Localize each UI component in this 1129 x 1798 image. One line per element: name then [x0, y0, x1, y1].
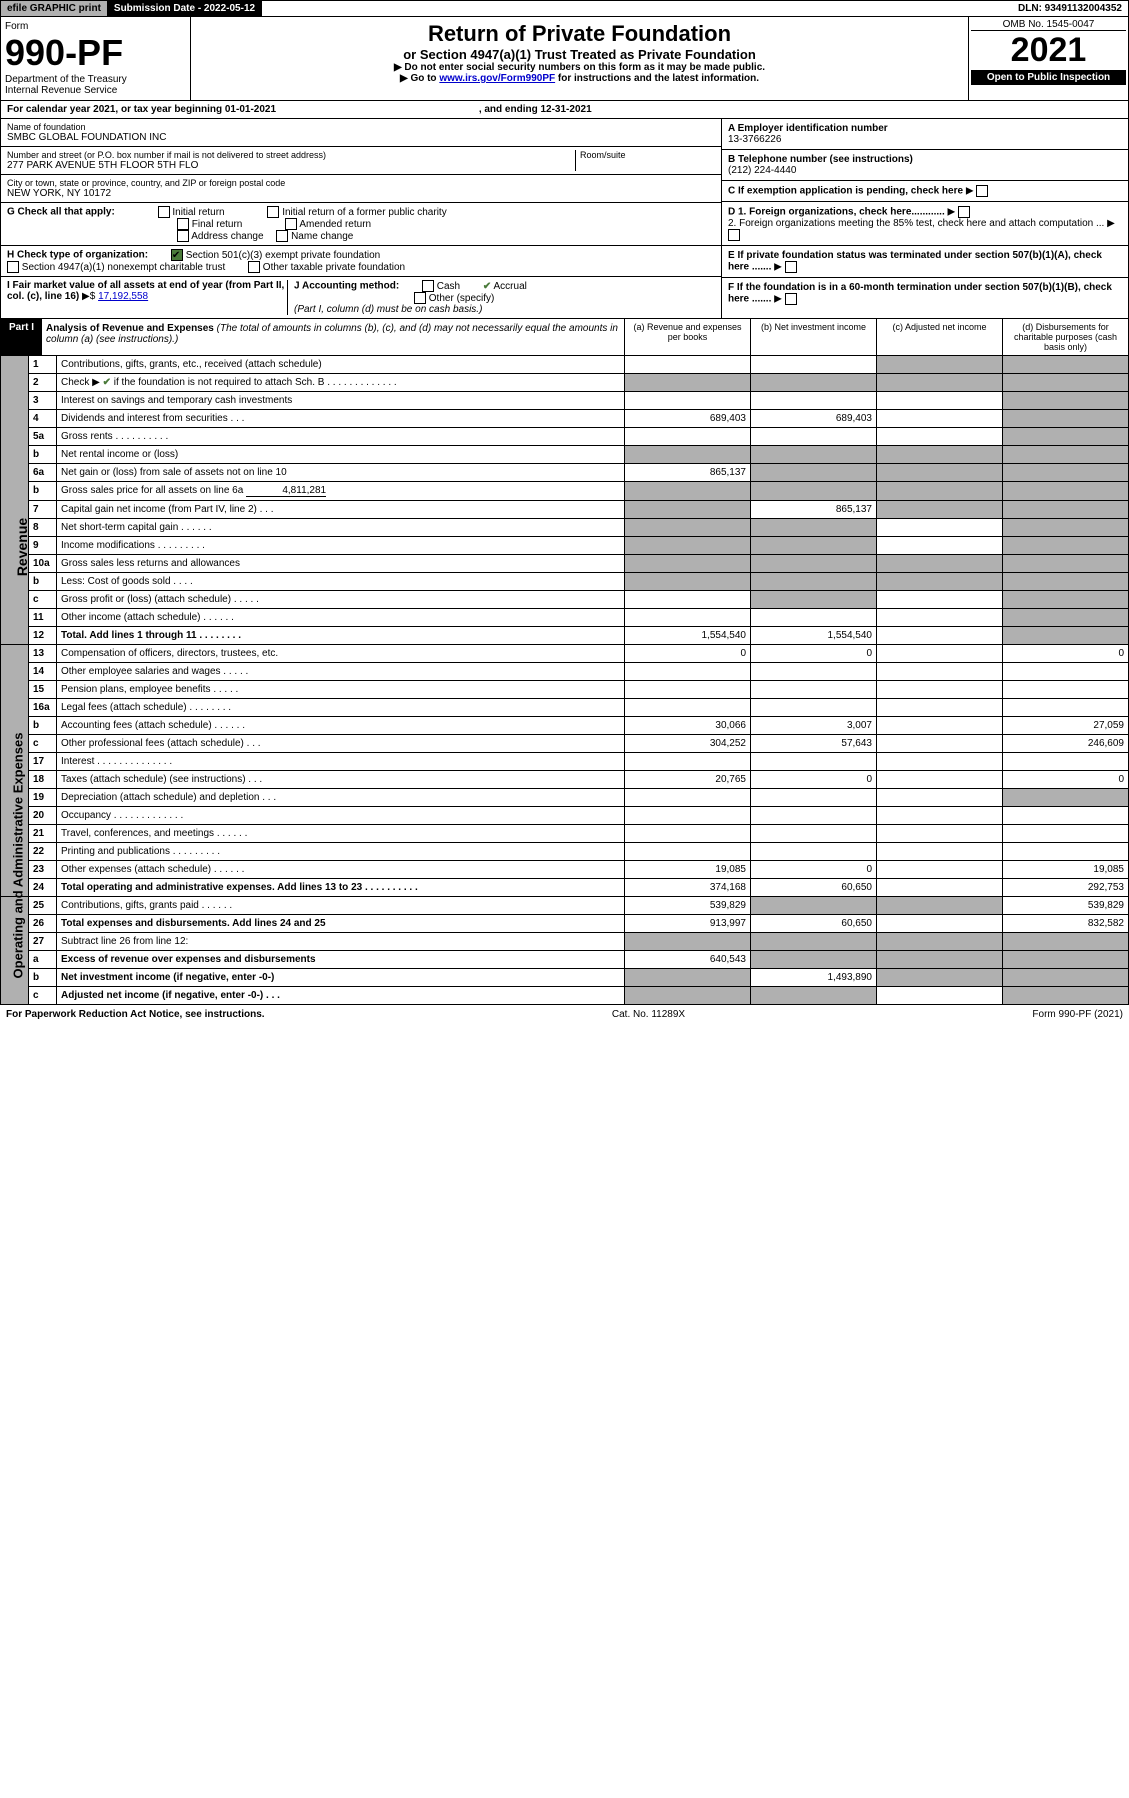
footer-right: Form 990-PF (2021) [1032, 1009, 1123, 1020]
other-taxable-checkbox[interactable] [248, 261, 260, 273]
schb-check-icon: ✔ [103, 377, 111, 388]
501c3-checkbox[interactable]: ✔ [171, 249, 183, 261]
calendar-year-row: For calendar year 2021, or tax year begi… [0, 101, 1129, 119]
ein-label: A Employer identification number [728, 123, 1122, 134]
status-terminated-checkbox[interactable] [785, 261, 797, 273]
part1-header-row: Part I Analysis of Revenue and Expenses … [0, 319, 1129, 356]
addr-label: Number and street (or P.O. box number if… [7, 150, 575, 160]
ein-value: 13-3766226 [728, 134, 1122, 145]
ssn-note: ▶ Do not enter social security numbers o… [195, 62, 964, 73]
address-change-checkbox[interactable] [177, 230, 189, 242]
4947-checkbox[interactable] [7, 261, 19, 273]
open-public: Open to Public Inspection [971, 70, 1126, 85]
phone-label: B Telephone number (see instructions) [728, 154, 1122, 165]
form-label: Form [5, 21, 186, 32]
foreign-org-checkbox[interactable] [958, 206, 970, 218]
omb-number: OMB No. 1545-0047 [971, 19, 1126, 31]
60month-checkbox[interactable] [785, 293, 797, 305]
foundation-name: SMBC GLOBAL FOUNDATION INC [7, 132, 715, 143]
calyear-pre: For calendar year 2021, or tax year begi… [7, 104, 276, 115]
expenses-side-label: Operating and Administrative Expenses [10, 733, 25, 979]
tax-year: 2021 [971, 31, 1126, 70]
goto-post: for instructions and the latest informat… [555, 73, 759, 84]
j-label: J Accounting method: [294, 281, 399, 292]
revenue-side-label: Revenue [14, 518, 30, 576]
g-label: G Check all that apply: [7, 207, 115, 218]
footer-left: For Paperwork Reduction Act Notice, see … [6, 1009, 265, 1020]
dln: DLN: 93491132004352 [1012, 1, 1128, 16]
other-method-checkbox[interactable] [414, 292, 426, 304]
foreign-85-checkbox[interactable] [728, 229, 740, 241]
cash-checkbox[interactable] [422, 280, 434, 292]
city-label: City or town, state or province, country… [7, 178, 715, 188]
h-label: H Check type of organization: [7, 250, 148, 261]
form-link[interactable]: www.irs.gov/Form990PF [439, 73, 555, 84]
form-subtitle: or Section 4947(a)(1) Trust Treated as P… [195, 47, 964, 62]
phone-value: (212) 224-4440 [728, 165, 1122, 176]
col-b-header: (b) Net investment income [750, 319, 876, 355]
entity-info: Name of foundation SMBC GLOBAL FOUNDATIO… [0, 119, 1129, 319]
col-d-header: (d) Disbursements for charitable purpose… [1002, 319, 1128, 355]
name-change-checkbox[interactable] [276, 230, 288, 242]
goto-pre: ▶ Go to [400, 73, 439, 84]
revenue-expense-table: Revenue 1Contributions, gifts, grants, e… [0, 356, 1129, 1005]
j-note: (Part I, column (d) must be on cash basi… [294, 304, 482, 315]
initial-public-checkbox[interactable] [267, 206, 279, 218]
footer-catno: Cat. No. 11289X [612, 1009, 685, 1020]
calyear-end: , and ending 12-31-2021 [479, 104, 592, 115]
initial-return-checkbox[interactable] [158, 206, 170, 218]
street-address: 277 PARK AVENUE 5TH FLOOR 5TH FLO [7, 160, 575, 171]
dept-label: Department of the Treasury [5, 74, 186, 85]
page-footer: For Paperwork Reduction Act Notice, see … [0, 1005, 1129, 1024]
submission-date: Submission Date - 2022-05-12 [108, 1, 262, 16]
exemption-pending-checkbox[interactable] [976, 185, 988, 197]
top-bar: efile GRAPHIC print Submission Date - 20… [0, 0, 1129, 17]
final-return-checkbox[interactable] [177, 218, 189, 230]
room-label: Room/suite [580, 150, 715, 160]
fmv-value[interactable]: 17,192,558 [98, 291, 148, 302]
name-label: Name of foundation [7, 122, 715, 132]
col-c-header: (c) Adjusted net income [876, 319, 1002, 355]
d2-label: 2. Foreign organizations meeting the 85%… [728, 218, 1104, 229]
form-title: Return of Private Foundation [195, 21, 964, 47]
form-header: Form 990-PF Department of the Treasury I… [0, 17, 1129, 101]
part1-title: Analysis of Revenue and Expenses [46, 323, 214, 334]
form-number: 990-PF [5, 32, 186, 74]
accrual-check-icon: ✔ [483, 281, 491, 292]
efile-button[interactable]: efile GRAPHIC print [1, 1, 108, 16]
d1-label: D 1. Foreign organizations, check here..… [728, 207, 945, 218]
part1-label: Part I [1, 319, 42, 355]
c-label: C If exemption application is pending, c… [728, 186, 963, 197]
amended-return-checkbox[interactable] [285, 218, 297, 230]
col-a-header: (a) Revenue and expenses per books [624, 319, 750, 355]
city-state-zip: NEW YORK, NY 10172 [7, 188, 715, 199]
irs-label: Internal Revenue Service [5, 85, 186, 96]
